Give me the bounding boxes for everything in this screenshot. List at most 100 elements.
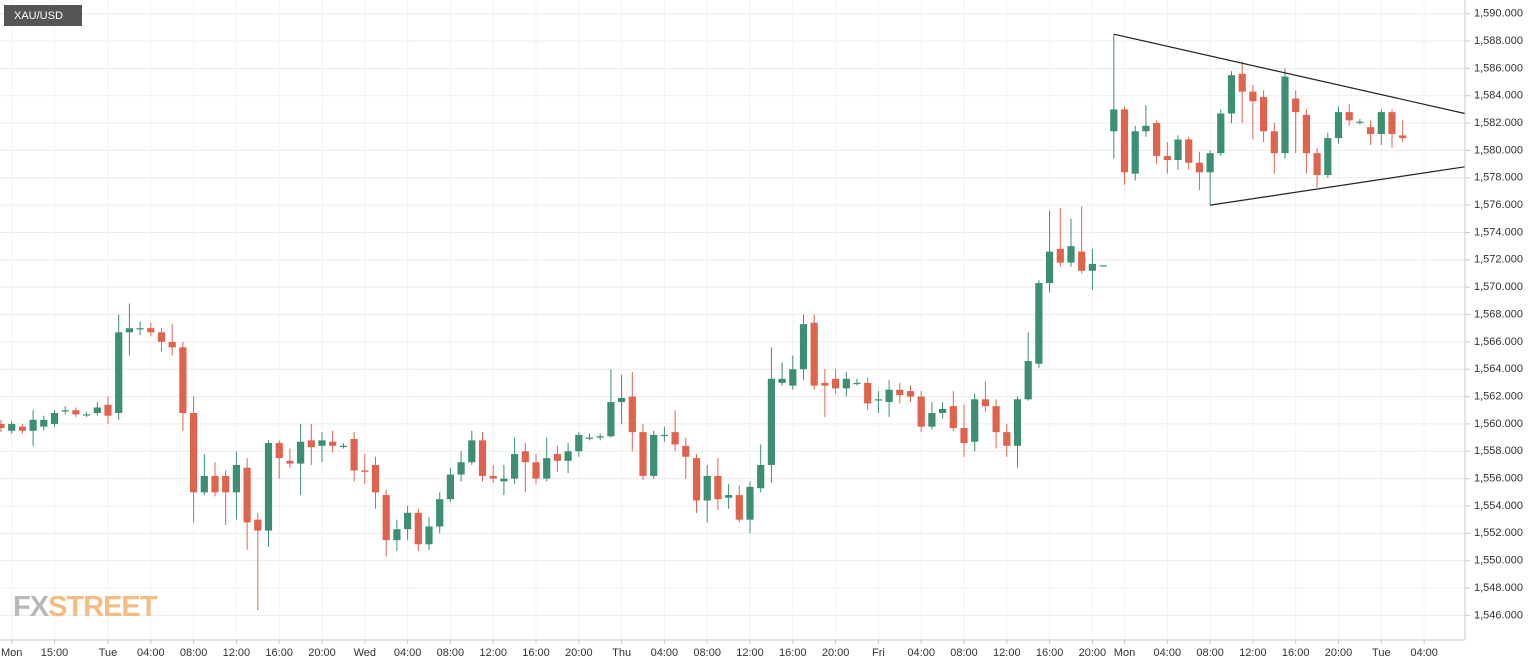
candle-body [414,512,422,545]
candle-body [478,440,487,476]
x-tick-label: 20:00 [565,647,593,659]
candle-body [297,441,305,464]
candle-body [553,454,561,461]
candle-body [404,512,412,530]
candle-body [500,478,508,482]
candle-body [746,486,754,520]
candle-body [1131,131,1139,174]
x-tick-label: 04:00 [1154,647,1182,659]
candle-body [1356,121,1364,123]
candle-body [1013,399,1022,446]
candle-body [896,389,904,396]
candle-body [200,475,208,493]
x-tick-label: 15:00 [41,647,69,659]
candle-body [179,347,187,413]
x-tick-label: 04:00 [1410,647,1438,659]
candle-body [949,406,957,429]
x-tick-label: 16:00 [1036,647,1064,659]
y-tick-label: 1,546.000 [1474,609,1523,621]
candle-body [725,495,733,498]
candle-body [264,443,273,531]
y-tick-label: 1,580.000 [1474,144,1523,156]
candle-body [104,404,112,416]
y-tick-label: 1,554.000 [1474,500,1523,512]
candle-body [1088,263,1096,271]
candle-body [906,391,915,397]
candle-body [339,445,347,448]
candle-body [735,495,743,520]
y-tick-label: 1,560.000 [1474,418,1523,430]
y-tick-label: 1,582.000 [1474,117,1523,129]
y-tick-label: 1,570.000 [1474,281,1523,293]
candle-body [157,332,166,342]
y-tick-label: 1,578.000 [1474,172,1523,184]
candle-body [810,322,818,386]
x-tick-label: 20:00 [1079,647,1107,659]
candle-body [885,389,893,403]
candle-body [211,475,219,493]
y-tick-label: 1,562.000 [1474,390,1523,402]
candle-body [853,382,861,385]
candle-body [1174,139,1182,160]
candle-body [981,399,989,407]
candle-body [1281,76,1289,154]
candle-body [1024,361,1032,400]
candle-body [874,399,882,401]
candle-body [8,423,16,431]
x-tick-label: 04:00 [137,647,165,659]
candle-body [393,529,401,541]
candle-body [61,410,69,412]
candle-body [254,519,262,531]
candle-body [1206,153,1214,173]
candle-body [628,396,636,433]
x-tick-label: 16:00 [1282,647,1310,659]
candle-body [1120,109,1129,173]
candle-body [1217,113,1225,154]
candle-body [532,462,540,479]
candle-body [489,475,497,479]
x-tick-label: 20:00 [822,647,850,659]
x-tick-label: 20:00 [308,647,336,659]
x-tick-label: 12:00 [993,647,1021,659]
y-tick-label: 1,550.000 [1474,555,1523,567]
candle-body [125,328,133,333]
trendline [1210,166,1465,206]
candle-body [821,382,829,386]
x-tick-label: 08:00 [437,647,465,659]
x-tick-label: Fri [872,647,885,659]
candles [0,33,1465,610]
candle-body [618,397,626,403]
symbol-label: XAU/USD [14,10,63,22]
candle-body [40,419,48,427]
candle-body [1078,251,1086,271]
candle-body [682,445,690,457]
candle-body [1227,75,1236,114]
candle-body [29,419,37,431]
trendline [1113,33,1465,115]
candle-body [639,432,647,476]
candle-body [757,464,765,489]
watermark-fx: FX [13,591,50,623]
candle-body [286,460,294,464]
candle-body [1367,127,1375,135]
candle-body [971,399,979,442]
candle-body [1302,114,1310,154]
candle-body [318,440,326,446]
y-tick-label: 1,556.000 [1474,473,1523,485]
candle-body [115,332,123,413]
candle-body [1195,162,1203,173]
x-tick-label: 04:00 [651,647,679,659]
candle-body [607,402,615,437]
x-tick-label: Thu [612,647,631,659]
x-tick-label: 04:00 [907,647,935,659]
candle-body [1110,109,1118,132]
candle-body [1313,153,1321,176]
x-tick-label: 16:00 [779,647,807,659]
x-tick-label: 12:00 [1239,647,1267,659]
candle-body [960,428,968,444]
candle-body [371,464,380,493]
candle-body [329,441,337,446]
candle-body [382,495,390,541]
x-tick-label: 08:00 [693,647,721,659]
candle-body [1046,251,1054,284]
